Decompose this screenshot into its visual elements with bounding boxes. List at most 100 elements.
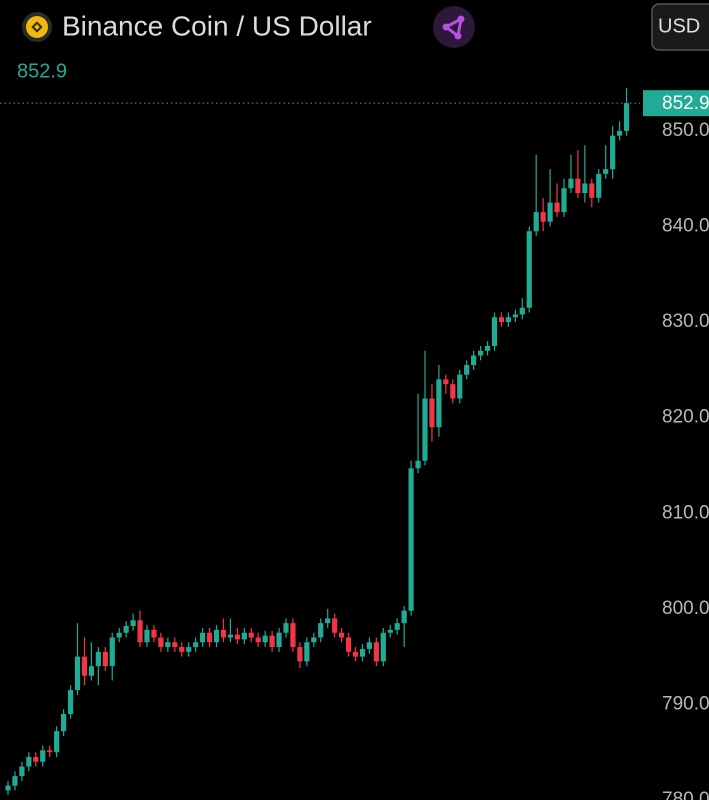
candle-body [255, 637, 261, 643]
candle-body [380, 632, 386, 662]
candle-body [33, 756, 39, 762]
candle-body [596, 173, 602, 198]
y-tick-label: 780.0 [662, 789, 709, 800]
candle-body [248, 632, 254, 638]
candle-body [345, 637, 352, 652]
plot-area: 780.0 790.0 800.0 810.0 820.0 830.0 840.0 850.0… [0, 87, 709, 800]
candle-body [603, 169, 609, 174]
candle-body [450, 384, 456, 399]
candle-body [234, 634, 240, 640]
y-tick-label: 790.0 [662, 693, 709, 714]
candle-body [373, 642, 379, 662]
candle-body [443, 379, 449, 385]
candle-body [304, 642, 310, 662]
candle-body [262, 635, 268, 643]
currency-label[interactable]: USD [658, 15, 700, 37]
candle-body [617, 130, 623, 136]
candle-body [67, 690, 74, 714]
candle-body [26, 756, 32, 767]
candle-body [81, 656, 88, 676]
last-price-label: 852.9 [662, 93, 709, 114]
candle-body [505, 317, 511, 323]
candle-body [200, 632, 206, 643]
candle-body [290, 623, 296, 648]
candle-body [526, 231, 532, 308]
candle-body [359, 648, 366, 657]
candle-body [332, 618, 338, 633]
candle-body [540, 212, 546, 222]
candle-body [554, 202, 560, 213]
candle-body [589, 183, 595, 198]
candle-body [283, 623, 289, 633]
candle-body [109, 637, 115, 667]
candle-body [422, 398, 428, 461]
candle-body [464, 365, 470, 375]
candle-body [575, 178, 581, 194]
candle-body [352, 651, 359, 657]
candle-body [116, 632, 122, 638]
candle-body [241, 632, 247, 640]
candle-body [568, 178, 574, 189]
candle-body [144, 629, 150, 643]
candle-body [95, 651, 101, 667]
candle-body [54, 731, 60, 753]
candle-body [61, 713, 67, 732]
candle-body [158, 637, 164, 648]
candle-body [547, 202, 553, 222]
candle-body [471, 355, 477, 366]
candle-body [123, 626, 129, 633]
candle-body [415, 460, 421, 469]
candle-body [179, 647, 185, 652]
candle-body [276, 632, 282, 648]
candle-body [491, 317, 498, 346]
candle-body [366, 642, 372, 649]
candle-body [436, 379, 442, 428]
y-tick-label: 850.0 [662, 120, 709, 141]
candle-body [484, 345, 491, 351]
candle-body [213, 629, 220, 643]
indicator-button[interactable] [433, 6, 475, 48]
candle-body [151, 629, 157, 638]
candle-body [498, 317, 505, 323]
y-tick-label: 840.0 [662, 215, 709, 236]
candle-body [318, 623, 324, 638]
current-price: 852.9 [17, 60, 67, 82]
candle-body [186, 647, 192, 652]
candle-body [533, 212, 539, 232]
coin-icon [22, 12, 52, 42]
y-tick-label: 800.0 [662, 598, 709, 619]
candle-body [478, 350, 484, 356]
candle-body [102, 651, 108, 667]
candle-body [311, 637, 317, 643]
candle-body [408, 468, 414, 611]
candle-body [40, 750, 46, 762]
candle-body [165, 642, 171, 648]
candle-body [512, 314, 518, 318]
candle-body [206, 632, 213, 643]
y-tick-label: 810.0 [662, 502, 709, 523]
candle-body [297, 647, 303, 662]
candle-body [561, 188, 567, 213]
candle-body [5, 785, 11, 791]
candle-body [394, 623, 400, 630]
candle-body [429, 398, 435, 428]
candle-body [582, 183, 588, 194]
candle-body [19, 766, 25, 777]
chart-title: Binance Coin / US Dollar [62, 10, 372, 41]
candle-body [269, 635, 275, 648]
last-price-tag [643, 90, 709, 117]
candle-body [325, 618, 331, 624]
candle-body [12, 776, 18, 786]
y-tick-label: 820.0 [662, 407, 709, 428]
currency-button[interactable]: USD [651, 3, 709, 51]
candle-body [623, 103, 630, 131]
candle-body [387, 629, 393, 633]
candle-body [137, 620, 143, 643]
candle-body [172, 642, 178, 648]
y-tick-label: 830.0 [662, 311, 709, 332]
candle-body [401, 610, 407, 624]
candle-body [130, 620, 136, 627]
